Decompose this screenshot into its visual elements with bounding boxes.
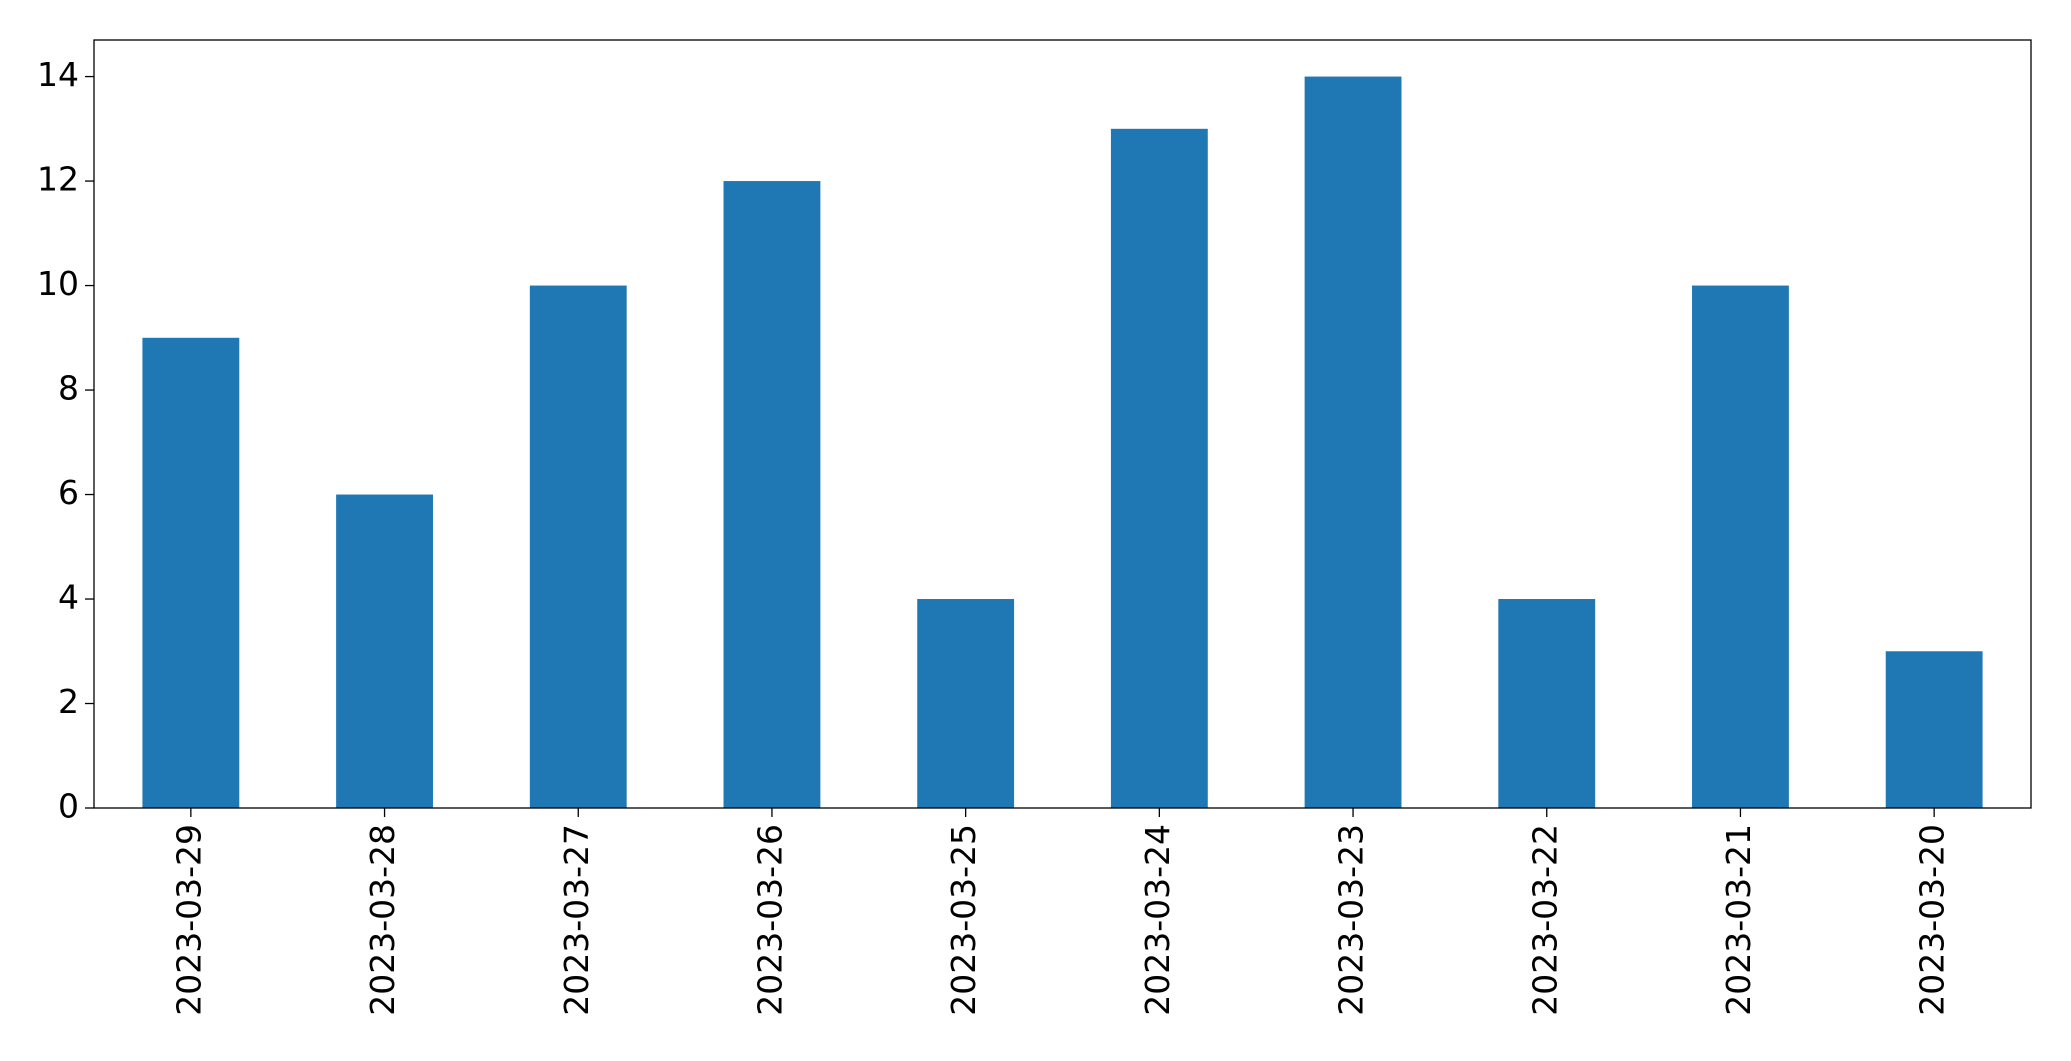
bar xyxy=(1885,651,1983,808)
x-tick-label: 2023-03-23 xyxy=(1332,824,1371,1016)
y-tick-label: 0 xyxy=(58,787,79,826)
x-tick-label: 2023-03-21 xyxy=(1719,824,1758,1016)
y-tick-label: 6 xyxy=(58,473,79,512)
bar xyxy=(529,285,627,808)
bar xyxy=(142,337,240,808)
bar xyxy=(1304,76,1402,809)
plot-frame xyxy=(93,39,2032,809)
x-tick-label: 2023-03-20 xyxy=(1913,824,1952,1016)
x-tick-label: 2023-03-27 xyxy=(557,824,596,1016)
y-tick-label: 8 xyxy=(58,369,79,408)
bar xyxy=(723,181,821,808)
bar xyxy=(1110,128,1208,808)
y-tick-label: 4 xyxy=(58,578,79,617)
bar xyxy=(1498,599,1596,808)
x-tick-label: 2023-03-22 xyxy=(1525,824,1564,1016)
x-tick-label: 2023-03-28 xyxy=(363,824,402,1016)
bar xyxy=(336,494,433,808)
x-tick-label: 2023-03-26 xyxy=(750,824,789,1016)
bar xyxy=(917,599,1015,808)
x-tick-label: 2023-03-25 xyxy=(944,824,983,1016)
y-tick-label: 2 xyxy=(58,682,79,721)
x-tick-label: 2023-03-24 xyxy=(1138,824,1177,1016)
x-tick-label: 2023-03-29 xyxy=(169,824,208,1016)
y-tick-label: 14 xyxy=(37,55,79,94)
y-tick-label: 12 xyxy=(37,160,79,199)
bar xyxy=(1692,285,1789,808)
y-tick-label: 10 xyxy=(37,264,79,303)
